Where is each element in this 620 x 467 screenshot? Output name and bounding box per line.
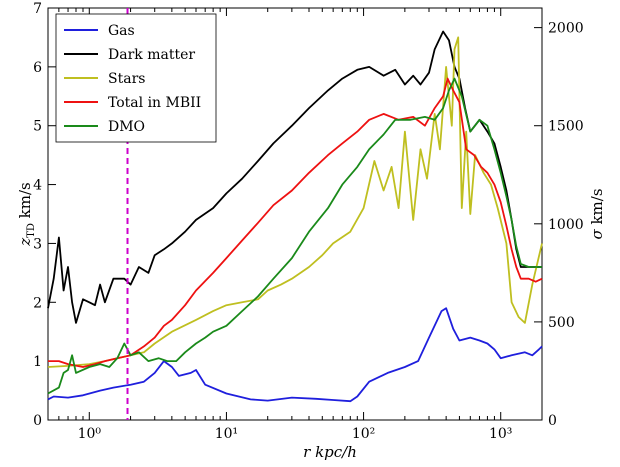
x-tick-label: 10² [352, 426, 375, 442]
y-left-tick-label: 6 [33, 60, 42, 76]
legend-label: Dark matter [108, 47, 195, 63]
y-left-tick-label: 2 [33, 295, 42, 311]
y-left-tick-label: 0 [33, 413, 42, 429]
series-group [47, 30, 543, 403]
y-left-tick-label: 1 [33, 354, 42, 370]
y-left-tick-label: 5 [33, 119, 42, 135]
series-line [47, 77, 542, 395]
x-axis-label: r kpc/h [303, 443, 357, 461]
x-tick-label: 10³ [489, 426, 512, 442]
y-left-axis-label: zTD km/s [16, 182, 37, 246]
series-line [48, 77, 543, 368]
legend-label: Stars [108, 71, 145, 87]
legend-label: Total in MBII [108, 95, 201, 111]
series-line [47, 36, 543, 368]
y-left-tick-label: 4 [33, 178, 42, 194]
y-right-tick-label: 500 [548, 315, 575, 331]
y-right-tick-label: 0 [548, 413, 557, 429]
series-line [47, 307, 543, 403]
ticks: 10⁰ 10¹ 10² 10³ 0 1 2 3 4 5 6 7 0 500 1000 1500 2000 [33, 1, 584, 442]
y-right-tick-label: 2000 [548, 21, 584, 37]
x-tick-label: 10⁰ [78, 426, 102, 442]
x-tick-label: 10¹ [215, 426, 238, 442]
y-right-tick-label: 1000 [548, 217, 584, 233]
legend: Gas Dark matter Stars Total in MBII DMO [55, 13, 217, 143]
legend-label: Gas [108, 23, 135, 39]
y-left-tick-label: 7 [33, 1, 42, 17]
y-left-tick-label: 3 [33, 236, 42, 252]
legend-label: DMO [108, 119, 145, 135]
y-right-tick-label: 1500 [548, 119, 584, 135]
plot-frame [47, 7, 543, 421]
y-right-axis-label: σ km/s [588, 188, 606, 239]
